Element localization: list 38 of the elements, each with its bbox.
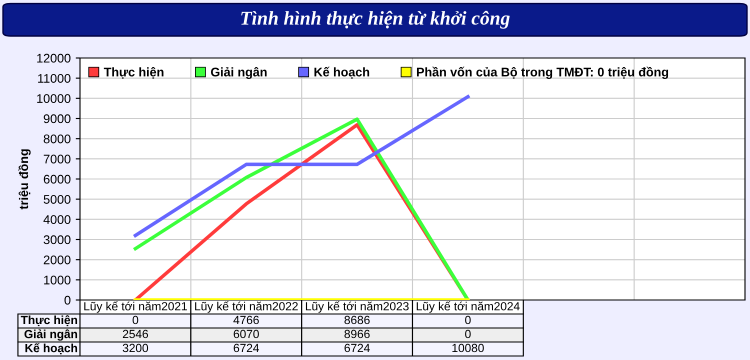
data-label: 4766: [233, 316, 259, 324]
data-label: 8686: [344, 316, 370, 324]
data-label: 6724: [234, 344, 260, 352]
y-tick-label: 2000: [44, 255, 70, 264]
text: Giải ngân: [24, 329, 78, 341]
y-tick-label: 3000: [44, 235, 70, 244]
data-label: 0: [465, 316, 471, 324]
legend-label: Thực hiện: [104, 67, 164, 79]
legend-label: Kế hoạch: [314, 66, 370, 79]
y-tick-label: 10000: [37, 94, 70, 103]
text: Thực hiện: [20, 315, 78, 326]
data-label: 2546: [122, 330, 148, 338]
y-tick-label: 12000: [37, 54, 70, 63]
y-tick-label: 7000: [44, 154, 70, 164]
x-tick-label: Lũy kế tới năm2022: [195, 301, 298, 313]
data-label: 6724: [344, 344, 370, 352]
data-label: 10080: [452, 344, 484, 352]
text: Kế hoạch: [25, 343, 78, 354]
data-label: 6070: [234, 330, 259, 338]
y-tick-label: 4000: [43, 215, 70, 224]
y-tick-label: 1000: [44, 276, 70, 284]
legend-label: Phần vốn của Bộ trong TMĐT: 0 triệu đồng: [416, 66, 668, 80]
y-axis-title: triệu đồng: [18, 149, 31, 210]
y-tick-label: 9000: [44, 114, 70, 124]
x-tick-label: Lũy kế tới năm2023: [306, 301, 409, 313]
data-label: 0: [465, 330, 471, 338]
legend-label: Giải ngân: [210, 67, 267, 80]
y-tick-label: 0: [64, 296, 70, 305]
y-tick-label: 5000: [44, 194, 70, 204]
chart-title: Tình hình thực hiện từ khởi công: [241, 10, 510, 29]
data-label: 3200: [122, 344, 148, 352]
y-tick-label: 8000: [44, 134, 70, 144]
data-label: 8966: [344, 330, 370, 338]
data-label: 0: [132, 316, 138, 324]
x-tick-label: Lũy kế tới năm2024: [416, 301, 520, 313]
y-tick-label: 11000: [38, 74, 70, 83]
x-tick-label: Lũy kế tới năm2021: [84, 301, 187, 313]
y-tick-label: 6000: [44, 174, 70, 184]
